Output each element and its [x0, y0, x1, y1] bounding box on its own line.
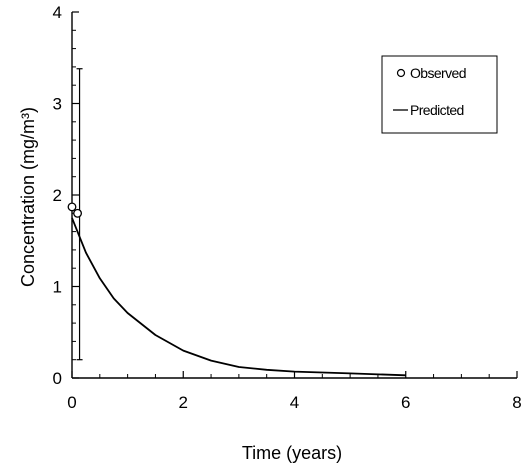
- legend: Observed Predicted: [381, 55, 498, 134]
- y-tick-label: 0: [53, 369, 62, 388]
- x-tick-label: 0: [67, 393, 76, 412]
- series: [67, 68, 406, 377]
- legend-box: [381, 55, 498, 134]
- y-axis-label: Concentration (mg/m³): [18, 107, 38, 287]
- x-tick-label: 8: [512, 393, 521, 412]
- y-tick-label: 3: [53, 95, 62, 114]
- y-tick-label: 1: [53, 278, 62, 297]
- y-tick-label: 4: [53, 3, 62, 22]
- legend-observed-label: Observed: [410, 65, 466, 81]
- x-axis-label: Time (years): [242, 443, 342, 463]
- legend-predicted-label: Predicted: [410, 102, 464, 118]
- observed-point: [67, 202, 77, 212]
- observed-point: [73, 208, 83, 218]
- legend-observed-marker: [396, 68, 406, 78]
- x-tick-label: 6: [401, 393, 410, 412]
- x-tick-label: 4: [290, 393, 299, 412]
- predicted-line: [71, 217, 406, 377]
- y-tick-label: 2: [53, 186, 62, 205]
- x-tick-label: 2: [179, 393, 188, 412]
